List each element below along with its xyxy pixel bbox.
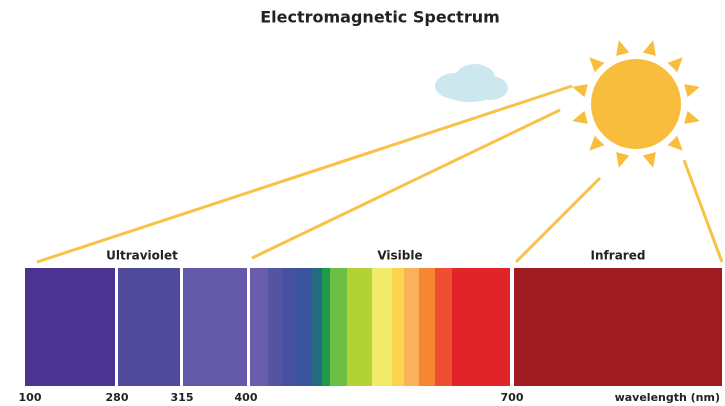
axis-label: wavelength (nm) (615, 391, 720, 404)
region-label: Visible (377, 249, 422, 263)
beams (36, 84, 724, 264)
cloud (435, 64, 508, 102)
region-label: Infrared (591, 249, 646, 263)
sun-ray (572, 110, 588, 124)
title: Electromagnetic Spectrum (260, 8, 500, 27)
sun-ray (667, 135, 683, 151)
wavelength-label: 100 (19, 391, 42, 404)
sun-ray (642, 152, 656, 168)
sun-ray (616, 152, 630, 168)
spectrum-bands (25, 268, 722, 386)
sun-ray (684, 84, 700, 98)
sun (572, 40, 700, 168)
wavelength-label: 700 (501, 391, 524, 404)
sun-ray (589, 57, 605, 73)
sun-ray (589, 135, 605, 151)
region-label: Ultraviolet (106, 249, 178, 263)
sun-ray (642, 40, 656, 56)
wavelength-label: 315 (171, 391, 194, 404)
sun-ray (667, 57, 683, 73)
sun-ray (572, 84, 588, 98)
sun-ray (684, 110, 700, 124)
wavelength-label: 400 (235, 391, 258, 404)
sun-ray (616, 40, 630, 56)
wavelength-label: 280 (106, 391, 129, 404)
